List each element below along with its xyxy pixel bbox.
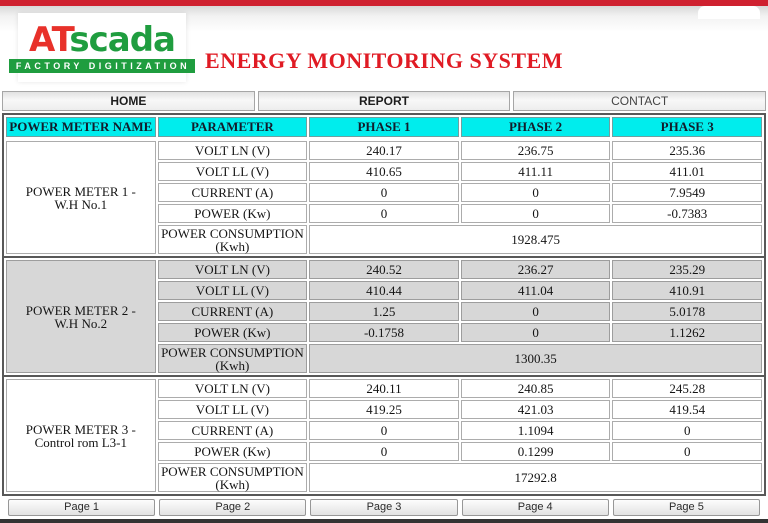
top-red-bar (0, 0, 768, 6)
meter-section-1: POWER METER 1 - W.H No.1 VOLT LN (V) 240… (4, 139, 764, 256)
meter-name: POWER METER 3 - Control rom L3-1 (6, 379, 156, 492)
value-cell: 0 (460, 323, 611, 342)
value-cell: 410.65 (309, 162, 459, 181)
value-cell: 0 (612, 421, 762, 440)
value-cell: 235.29 (612, 260, 762, 279)
param-label: VOLT LL (V) (157, 281, 308, 300)
meter-section-3: POWER METER 3 - Control rom L3-1 VOLT LN… (4, 375, 764, 494)
consumption-value: 1928.475 (309, 225, 762, 254)
atscada-logo: ATscada FACTORY DIGITIZATION (8, 13, 196, 82)
value-cell: 0 (309, 421, 459, 440)
value-cell: 235.36 (612, 141, 762, 160)
value-cell: 419.25 (309, 400, 459, 419)
value-cell: 411.01 (612, 162, 762, 181)
value-cell: 410.91 (612, 281, 762, 300)
value-cell: 0 (309, 442, 459, 461)
logo-text-scada: scada (69, 19, 176, 60)
consumption-label: POWER CONSUMPTION (Kwh) (157, 225, 308, 254)
value-cell: -0.1758 (309, 323, 459, 342)
energy-meter-table: POWER METER NAME PARAMETER PHASE 1 PHASE… (2, 113, 766, 496)
value-cell: 236.75 (460, 141, 611, 160)
nav-tab-contact[interactable]: CONTACT (513, 91, 767, 111)
value-cell: 0.1299 (460, 442, 611, 461)
value-cell: 0 (309, 204, 459, 223)
value-cell: 1.25 (309, 302, 459, 321)
value-cell: 0 (460, 183, 611, 202)
value-cell: 1.1094 (460, 421, 611, 440)
param-label: VOLT LL (V) (157, 162, 308, 181)
value-cell: 0 (460, 302, 611, 321)
param-label: VOLT LL (V) (157, 400, 308, 419)
value-cell: 0 (612, 442, 762, 461)
consumption-value: 1300.35 (309, 344, 762, 373)
value-cell: 240.11 (309, 379, 459, 398)
param-label: VOLT LN (V) (157, 379, 308, 398)
page-button-2[interactable]: Page 2 (159, 499, 307, 516)
value-cell: 245.28 (612, 379, 762, 398)
col-header-phase-3: PHASE 3 (612, 117, 762, 137)
page-title: ENERGY MONITORING SYSTEM (205, 48, 563, 73)
page-button-4[interactable]: Page 4 (461, 499, 609, 516)
param-label: POWER (Kw) (157, 323, 308, 342)
nav-tab-home[interactable]: HOME (2, 91, 255, 111)
bottom-dark-bar (0, 519, 768, 523)
value-cell: 410.44 (309, 281, 459, 300)
meter-name: POWER METER 1 - W.H No.1 (6, 141, 156, 254)
param-label: CURRENT (A) (157, 302, 308, 321)
value-cell: 7.9549 (612, 183, 762, 202)
col-header-phase-1: PHASE 1 (309, 117, 459, 137)
page-button-5[interactable]: Page 5 (612, 499, 761, 516)
table-header-row: POWER METER NAME PARAMETER PHASE 1 PHASE… (4, 115, 764, 139)
value-cell: 411.04 (460, 281, 611, 300)
top-right-tab (698, 6, 760, 19)
page-header: ATscada FACTORY DIGITIZATION ENERGY MONI… (0, 6, 768, 90)
logo-tagline: FACTORY DIGITIZATION (8, 58, 196, 73)
value-cell: 240.52 (309, 260, 459, 279)
param-label: POWER (Kw) (157, 204, 308, 223)
param-label: POWER (Kw) (157, 442, 308, 461)
value-cell: 240.85 (460, 379, 611, 398)
col-header-phase-2: PHASE 2 (460, 117, 611, 137)
page-button-1[interactable]: Page 1 (8, 499, 156, 516)
nav-tab-report[interactable]: REPORT (257, 91, 511, 111)
col-header-parameter: PARAMETER (157, 117, 308, 137)
value-cell: 1.1262 (612, 323, 762, 342)
value-cell: 411.11 (460, 162, 611, 181)
meter-name: POWER METER 2 - W.H No.2 (6, 260, 156, 373)
logo-wordmark: ATscada (29, 19, 176, 60)
consumption-label: POWER CONSUMPTION (Kwh) (157, 463, 308, 492)
value-cell: -0.7383 (612, 204, 762, 223)
value-cell: 419.54 (612, 400, 762, 419)
consumption-label: POWER CONSUMPTION (Kwh) (157, 344, 308, 373)
param-label: VOLT LN (V) (157, 141, 308, 160)
pagination-bar: Page 1 Page 2 Page 3 Page 4 Page 5 (0, 496, 768, 519)
value-cell: 0 (309, 183, 459, 202)
page-button-3[interactable]: Page 3 (310, 499, 458, 516)
param-label: CURRENT (A) (157, 421, 308, 440)
value-cell: 240.17 (309, 141, 459, 160)
meter-section-2: POWER METER 2 - W.H No.2 VOLT LN (V) 240… (4, 256, 764, 375)
value-cell: 5.0178 (612, 302, 762, 321)
value-cell: 0 (460, 204, 611, 223)
logo-text-at: AT (29, 19, 70, 60)
param-label: CURRENT (A) (157, 183, 308, 202)
value-cell: 236.27 (460, 260, 611, 279)
col-header-power-meter-name: POWER METER NAME (6, 117, 156, 137)
nav-bar: HOME REPORT CONTACT (0, 90, 768, 112)
value-cell: 421.03 (460, 400, 611, 419)
param-label: VOLT LN (V) (157, 260, 308, 279)
consumption-value: 17292.8 (309, 463, 762, 492)
